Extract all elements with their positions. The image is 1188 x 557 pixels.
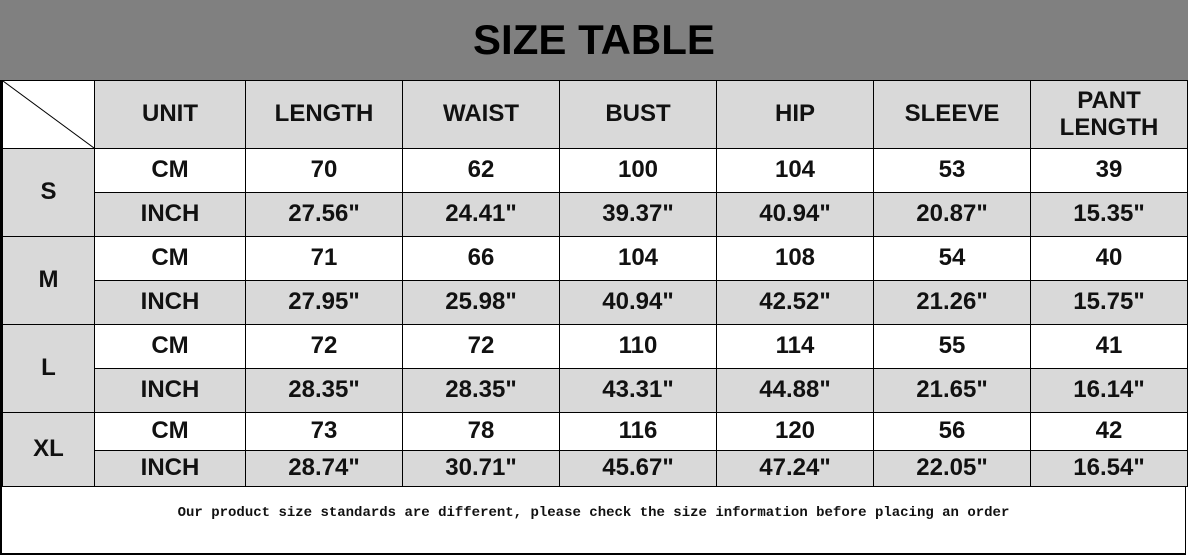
diagonal-line-icon <box>3 81 94 148</box>
value-cell: 39.37" <box>559 192 717 237</box>
table-row: INCH 28.74" 30.71" 45.67" 47.24" 22.05" 16.54" <box>3 450 1188 487</box>
header-sleeve: SLEEVE <box>873 80 1031 149</box>
value-cell: 16.14" <box>1030 368 1188 413</box>
value-cell: 71 <box>245 236 403 281</box>
value-cell: 100 <box>559 148 717 193</box>
value-cell: 78 <box>402 412 560 451</box>
value-cell: 40.94" <box>559 280 717 325</box>
value-cell: 30.71" <box>402 450 560 487</box>
value-cell: 39 <box>1030 148 1188 193</box>
unit-cell: CM <box>94 412 246 451</box>
corner-cell <box>2 80 95 149</box>
unit-cell: CM <box>94 236 246 281</box>
value-cell: 40 <box>1030 236 1188 281</box>
value-cell: 114 <box>716 324 874 369</box>
size-label: XL <box>2 412 95 487</box>
header-waist: WAIST <box>402 80 560 149</box>
value-cell: 55 <box>873 324 1031 369</box>
unit-cell: CM <box>94 324 246 369</box>
value-cell: 43.31" <box>559 368 717 413</box>
value-cell: 110 <box>559 324 717 369</box>
value-cell: 53 <box>873 148 1031 193</box>
value-cell: 108 <box>716 236 874 281</box>
value-cell: 41 <box>1030 324 1188 369</box>
value-cell: 104 <box>559 236 717 281</box>
value-cell: 56 <box>873 412 1031 451</box>
value-cell: 16.54" <box>1030 450 1188 487</box>
value-cell: 66 <box>402 236 560 281</box>
value-cell: 54 <box>873 236 1031 281</box>
table-row: INCH 27.95" 25.98" 40.94" 42.52" 21.26" 15.75" <box>3 280 1188 325</box>
value-cell: 22.05" <box>873 450 1031 487</box>
unit-cell: CM <box>94 148 246 193</box>
value-cell: 21.65" <box>873 368 1031 413</box>
value-cell: 62 <box>402 148 560 193</box>
value-cell: 27.56" <box>245 192 403 237</box>
header-hip: HIP <box>716 80 874 149</box>
header-length: LENGTH <box>245 80 403 149</box>
page-title: SIZE TABLE <box>0 0 1188 80</box>
unit-cell: INCH <box>94 280 246 325</box>
table-row: M CM 71 66 104 108 54 40 <box>2 236 1188 325</box>
value-cell: 42 <box>1030 412 1188 451</box>
value-cell: 28.35" <box>402 368 560 413</box>
table-row: INCH 27.56" 24.41" 39.37" 40.94" 20.87" 15.35" <box>3 192 1188 237</box>
unit-cell: INCH <box>94 192 246 237</box>
value-cell: 70 <box>245 148 403 193</box>
value-cell: 116 <box>559 412 717 451</box>
header-unit: UNIT <box>94 80 246 149</box>
value-cell: 24.41" <box>402 192 560 237</box>
value-cell: 21.26" <box>873 280 1031 325</box>
size-label: S <box>2 148 95 237</box>
value-cell: 28.35" <box>245 368 403 413</box>
footer-note: Our product size standards are different… <box>177 505 1010 521</box>
table-row: XL CM 73 78 116 120 56 42 <box>2 412 1188 487</box>
value-cell: 40.94" <box>716 192 874 237</box>
value-cell: 104 <box>716 148 874 193</box>
value-cell: 27.95" <box>245 280 403 325</box>
value-cell: 25.98" <box>402 280 560 325</box>
header-pant-length: PANT LENGTH <box>1030 80 1188 149</box>
value-cell: 28.74" <box>245 450 403 487</box>
value-cell: 44.88" <box>716 368 874 413</box>
table-row: INCH 28.35" 28.35" 43.31" 44.88" 21.65" 16.14" <box>3 368 1188 413</box>
size-table: UNIT LENGTH WAIST BUST HIP SLEEVE PANT L… <box>2 80 1188 487</box>
unit-cell: INCH <box>94 450 246 487</box>
value-cell: 120 <box>716 412 874 451</box>
value-cell: 42.52" <box>716 280 874 325</box>
size-label: M <box>2 236 95 325</box>
value-cell: 73 <box>245 412 403 451</box>
value-cell: 20.87" <box>873 192 1031 237</box>
value-cell: 47.24" <box>716 450 874 487</box>
value-cell: 72 <box>402 324 560 369</box>
value-cell: 15.75" <box>1030 280 1188 325</box>
value-cell: 45.67" <box>559 450 717 487</box>
header-bust: BUST <box>559 80 717 149</box>
value-cell: 15.35" <box>1030 192 1188 237</box>
value-cell: 72 <box>245 324 403 369</box>
unit-cell: INCH <box>94 368 246 413</box>
table-row: S CM 70 62 100 104 53 39 <box>2 148 1188 237</box>
header-row: UNIT LENGTH WAIST BUST HIP SLEEVE PANT L… <box>2 80 1188 149</box>
size-label: L <box>2 324 95 413</box>
table-row: L CM 72 72 110 114 55 41 <box>2 324 1188 413</box>
